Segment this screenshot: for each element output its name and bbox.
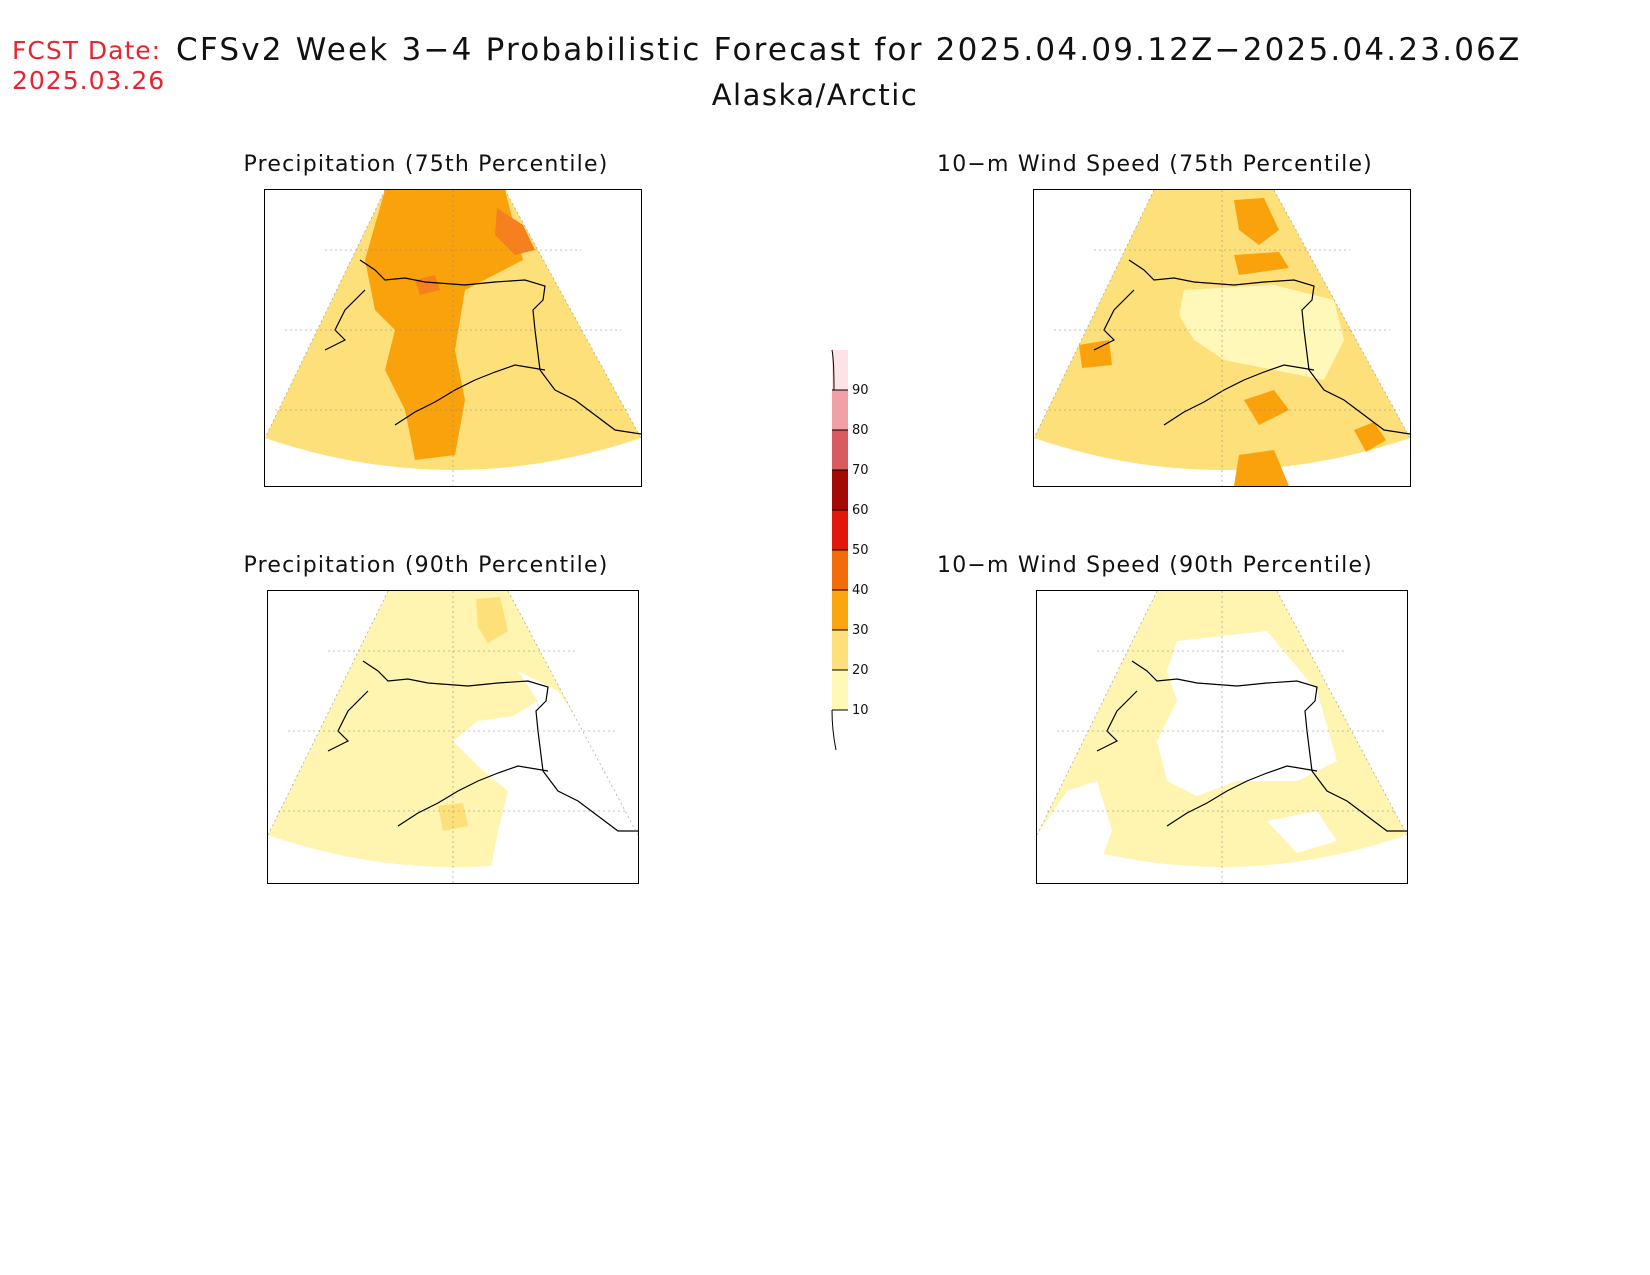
map-precip-90 (267, 590, 639, 884)
colorbar-segment (832, 630, 848, 670)
colorbar-tick-label: 50 (852, 543, 869, 558)
map-wind-75 (1033, 189, 1411, 487)
map-wind-90 (1036, 590, 1408, 884)
probability-patch (365, 190, 523, 460)
colorbar-segment (832, 430, 848, 470)
probability-patch (1234, 252, 1289, 275)
colorbar-tick-label: 30 (852, 623, 869, 638)
colorbar-legend: 10 20 30 40 50 60 70 80 90 (831, 349, 869, 750)
colorbar-tick-label: 20 (852, 663, 869, 678)
map-canvas (1037, 591, 1407, 883)
graticule (1034, 190, 1410, 486)
panel-title-precip-75: Precipitation (75th Percentile) (243, 152, 609, 177)
graticule (1037, 591, 1407, 883)
colorbar-tick-label: 10 (852, 703, 869, 718)
probability-patch (476, 597, 508, 643)
probability-patch-none (1157, 631, 1337, 796)
map-precip-75 (264, 189, 642, 487)
colorbar-tick-label: 90 (852, 383, 869, 398)
probability-patch (1354, 422, 1386, 452)
colorbar-segment (832, 550, 848, 590)
colorbar-segment (832, 510, 848, 550)
colorbar-tick-label: 60 (852, 503, 869, 518)
probability-patch-none (453, 671, 638, 883)
colorbar-cap (831, 709, 837, 750)
panel-title-wind-90: 10−m Wind Speed (90th Percentile) (937, 553, 1373, 578)
colorbar-tick-label: 80 (852, 423, 869, 438)
colorbar-segments (831, 349, 848, 750)
colorbar-tick-label: 70 (852, 463, 869, 478)
probability-patch-high (495, 208, 535, 255)
colorbar-segment (832, 390, 848, 430)
colorbar-segment (832, 350, 848, 390)
colorbar-segment (832, 590, 848, 630)
probability-patch-none (1267, 811, 1337, 853)
colorbar-segment (832, 470, 848, 510)
probability-patch (1234, 198, 1279, 245)
map-canvas (265, 190, 641, 486)
colorbar-segment (832, 670, 848, 710)
graticule (268, 591, 638, 883)
probability-patch-high (415, 275, 440, 295)
probability-patch (1234, 450, 1289, 486)
probability-patch (1244, 390, 1289, 425)
page-title: CFSv2 Week 3−4 Probabilistic Forecast fo… (176, 32, 1522, 68)
fcst-date-label: FCST Date: (12, 36, 162, 65)
panel-title-wind-75: 10−m Wind Speed (75th Percentile) (937, 152, 1373, 177)
colorbar-cap (831, 349, 835, 391)
map-canvas (268, 591, 638, 883)
probability-patch (1079, 340, 1112, 368)
fcst-date-value: 2025.03.26 (12, 66, 166, 95)
map-canvas (1034, 190, 1410, 486)
probability-patch-none (1037, 781, 1112, 871)
panel-title-precip-90: Precipitation (90th Percentile) (243, 553, 609, 578)
graticule (265, 190, 641, 486)
colorbar-ticks: 10 20 30 40 50 60 70 80 90 (832, 383, 869, 718)
region-title: Alaska/Arctic (711, 78, 919, 112)
colorbar-tick-label: 40 (852, 583, 869, 598)
